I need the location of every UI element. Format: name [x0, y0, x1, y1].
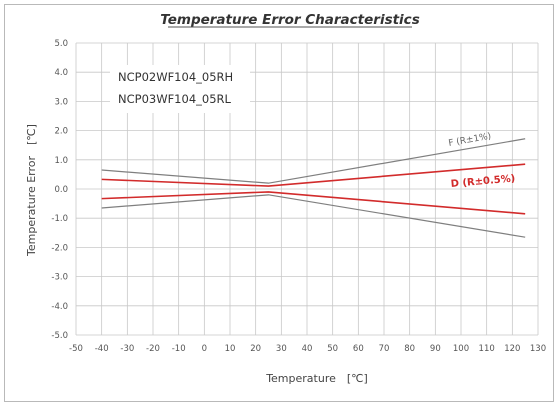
- x-tick-label: 40: [302, 344, 313, 354]
- x-tick-label: 30: [276, 344, 287, 354]
- y-tick-label: -3.0: [51, 273, 68, 283]
- x-tick-label: -10: [172, 344, 186, 354]
- x-axis-label: Temperature [℃]: [265, 372, 368, 385]
- x-tick-label: 10: [225, 344, 236, 354]
- x-tick-label: 120: [504, 344, 520, 354]
- series-lines: [101, 138, 526, 238]
- y-tick-label: -4.0: [51, 302, 68, 312]
- x-tick-label: 70: [379, 344, 390, 354]
- model-label-1: NCP02WF104_05RH: [118, 70, 233, 84]
- y-tick-label: -1.0: [51, 214, 68, 224]
- y-tick-label: 5.0: [54, 39, 68, 49]
- y-tick-label: 1.0: [54, 156, 68, 166]
- x-tick-label: 100: [453, 344, 469, 354]
- x-tick-label: 50: [327, 344, 338, 354]
- x-tick-label: -30: [120, 344, 134, 354]
- chart-title: Temperature Error Characteristics: [160, 12, 419, 28]
- series-label-f: F (R±1%): [448, 132, 492, 149]
- y-tick-labels: 5.0 4.0 3.0 2.0 1.0 0.0 -1.0 -2.0 -3.0 -4.0 -5.0: [51, 39, 68, 341]
- y-tick-label: 3.0: [54, 97, 68, 107]
- x-tick-label: -20: [146, 344, 160, 354]
- x-tick-label: 110: [479, 344, 495, 354]
- x-tick-label: 0: [202, 344, 207, 354]
- y-tick-label: 4.0: [54, 68, 68, 78]
- model-box: [110, 65, 250, 113]
- x-tick-label: 20: [250, 344, 261, 354]
- series-label-d: D (R±0.5%): [450, 173, 515, 190]
- x-tick-labels: -50 -40 -30 -20 -10 0 10 20 30 40 50 60 70 80 90 100 110…: [69, 344, 546, 354]
- y-tick-label: 2.0: [54, 127, 68, 137]
- y-axis-label: Temperature Error [℃]: [25, 124, 38, 257]
- series-line-0: [101, 138, 526, 184]
- x-tick-label: 80: [404, 344, 415, 354]
- grid: [75, 42, 539, 336]
- model-label-2: NCP03WF104_05RL: [118, 92, 232, 106]
- y-tick-label: -2.0: [51, 243, 68, 253]
- x-tick-label: 60: [353, 344, 364, 354]
- y-tick-label: 0.0: [54, 185, 68, 195]
- chart-frame: [4, 4, 554, 402]
- x-tick-label: 130: [530, 344, 546, 354]
- x-tick-label: -50: [69, 344, 83, 354]
- x-tick-label: 90: [430, 344, 441, 354]
- y-tick-label: -5.0: [51, 331, 68, 341]
- series-line-3: [101, 191, 526, 215]
- series-line-1: [101, 194, 526, 238]
- x-tick-label: -40: [95, 344, 109, 354]
- series-line-2: [101, 163, 526, 187]
